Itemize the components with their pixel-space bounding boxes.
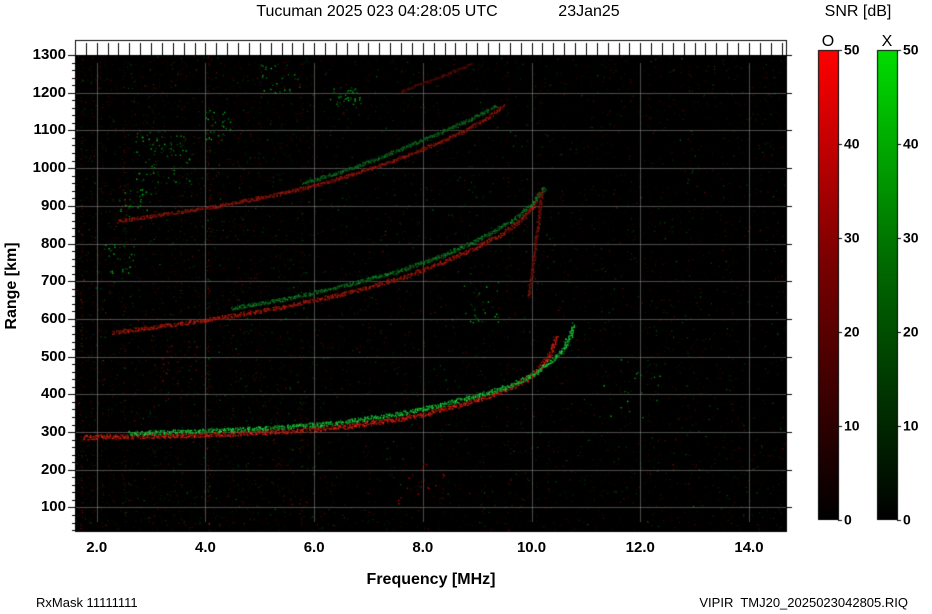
y-tick-label: 1300 — [32, 45, 66, 63]
colorbar-tick-label: 30 — [844, 229, 860, 246]
y-tick-label: 300 — [40, 422, 66, 440]
colorbar-tick-label: 0 — [844, 511, 852, 528]
y-tick-label: 700 — [40, 271, 66, 289]
y-tick-label: 800 — [40, 234, 66, 252]
colorbar-tick-label: 40 — [903, 135, 919, 152]
x-tick-label: 2.0 — [86, 539, 108, 556]
colorbar-title: SNR [dB] — [824, 3, 892, 20]
o-polarization-label: O — [821, 33, 835, 50]
y-tick-label: 400 — [40, 385, 66, 403]
colorbar-tick-label: 0 — [903, 511, 911, 528]
colorbar-tick-label: 10 — [903, 417, 919, 434]
x-tick-label: 6.0 — [303, 539, 325, 556]
y-tick-label: 900 — [40, 196, 66, 214]
y-tick-label: 1000 — [32, 158, 66, 176]
y-tick-label: 1200 — [32, 83, 66, 101]
filename-label: VIPIR TMJ20_2025023042805.RIQ — [699, 595, 908, 610]
colorbar-tick-label: 10 — [844, 417, 860, 434]
colorbar-tick-label: 40 — [844, 135, 860, 152]
y-tick-label: 1100 — [33, 121, 66, 139]
x-axis-label: Frequency [MHz] — [366, 571, 496, 588]
colorbar-tick-label: 50 — [903, 41, 919, 58]
colorbar-tick-label: 20 — [844, 323, 860, 340]
y-tick-label: 600 — [40, 309, 66, 327]
y-axis-label: Range [km] — [3, 242, 21, 330]
x-tick-label: 12.0 — [625, 539, 655, 556]
colorbar-tick-label: 20 — [903, 323, 919, 340]
y-tick-label: 500 — [40, 347, 66, 365]
x-tick-label: 10.0 — [516, 539, 547, 556]
x-tick-label: 14.0 — [734, 539, 764, 556]
x-polarization-label: X — [881, 33, 893, 50]
page-title: Tucuman 2025 023 04:28:05 UTC — [256, 3, 498, 20]
date-label: 23Jan25 — [558, 3, 620, 20]
rxmask-label: RxMask 11111111 — [36, 595, 138, 610]
x-tick-label: 4.0 — [195, 539, 216, 556]
y-tick-label: 100 — [40, 498, 66, 516]
y-tick-label: 200 — [40, 460, 66, 478]
x-tick-label: 8.0 — [412, 539, 434, 556]
colorbar-tick-label: 50 — [844, 41, 860, 58]
colorbar-tick-label: 30 — [903, 229, 919, 246]
